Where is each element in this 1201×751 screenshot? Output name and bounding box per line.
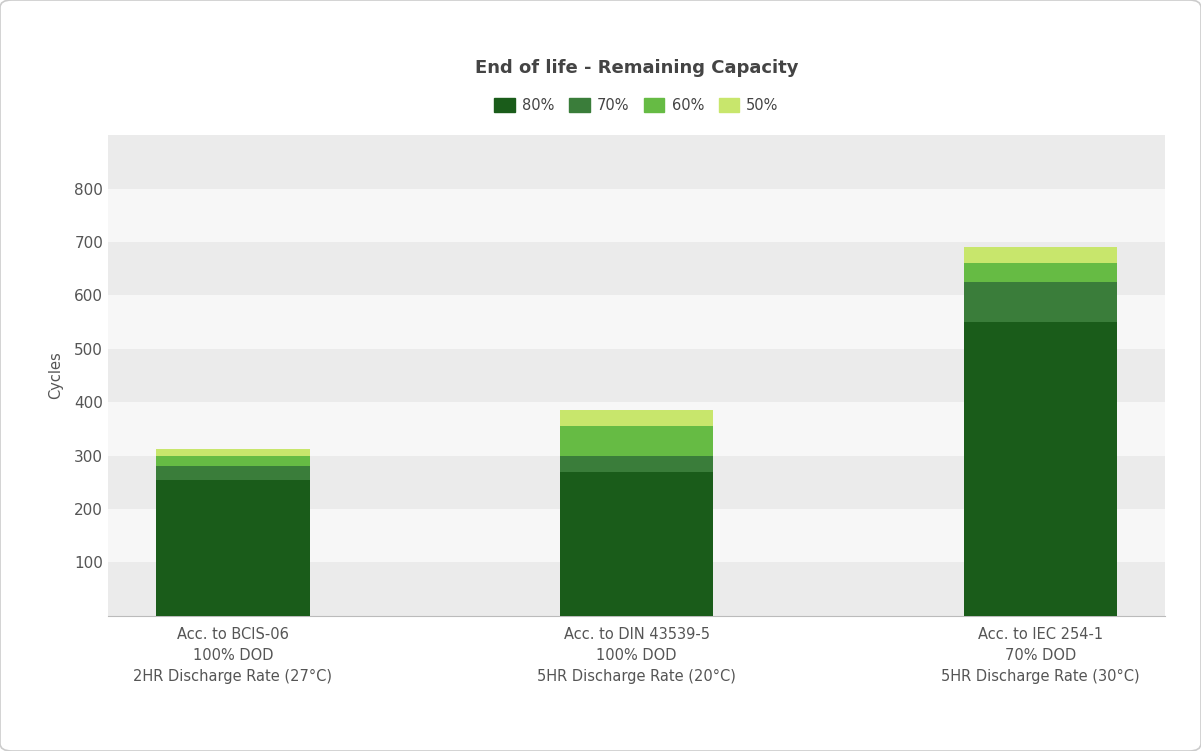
Bar bbox=[108, 456, 1165, 509]
Bar bbox=[108, 348, 1165, 403]
Bar bbox=[108, 403, 1165, 456]
Bar bbox=[560, 472, 713, 616]
Bar bbox=[108, 242, 1165, 295]
Bar bbox=[156, 480, 310, 616]
Bar bbox=[560, 427, 713, 456]
Bar bbox=[156, 456, 310, 466]
Bar bbox=[108, 189, 1165, 242]
Legend: 80%, 70%, 60%, 50%: 80%, 70%, 60%, 50% bbox=[489, 92, 784, 119]
Bar bbox=[108, 509, 1165, 562]
Bar bbox=[108, 562, 1165, 616]
Title: End of life - Remaining Capacity: End of life - Remaining Capacity bbox=[474, 59, 799, 77]
Bar bbox=[963, 282, 1117, 322]
Y-axis label: Cycles: Cycles bbox=[48, 351, 64, 400]
Bar bbox=[963, 322, 1117, 616]
Bar bbox=[560, 456, 713, 472]
Bar bbox=[560, 410, 713, 427]
Bar bbox=[156, 466, 310, 480]
Bar bbox=[963, 247, 1117, 264]
Bar bbox=[108, 295, 1165, 348]
Bar bbox=[156, 449, 310, 456]
Bar bbox=[963, 264, 1117, 282]
